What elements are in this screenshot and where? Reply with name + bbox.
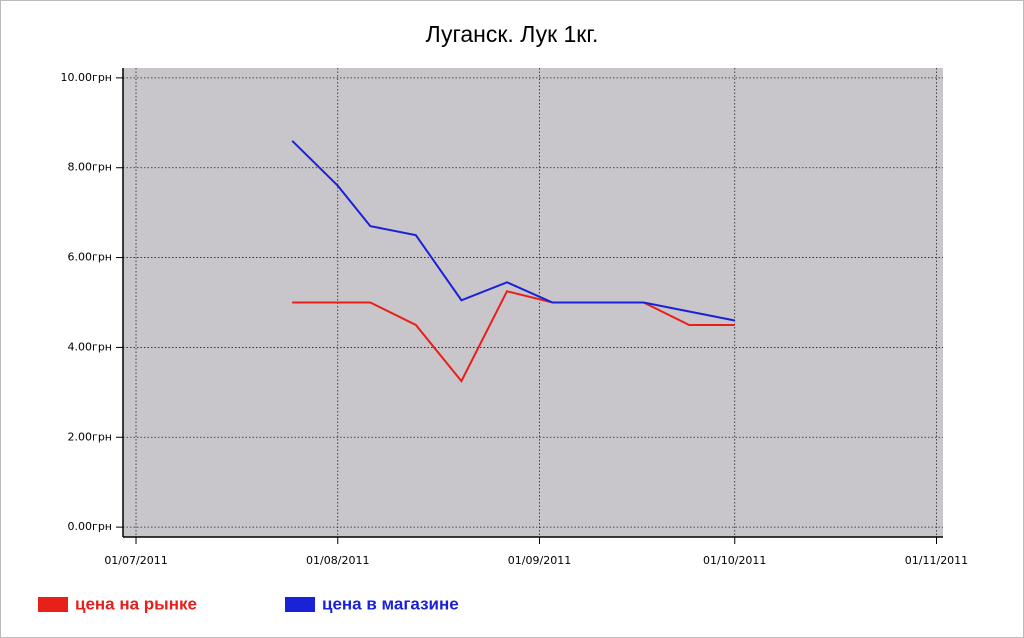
legend-swatch bbox=[38, 597, 68, 612]
plot-area bbox=[123, 68, 943, 537]
y-tick-label: 10.00грн bbox=[61, 71, 112, 84]
x-tick-label: 01/09/2011 bbox=[508, 554, 571, 567]
legend-swatch bbox=[285, 597, 315, 612]
series-line bbox=[291, 140, 735, 322]
x-tick-label: 01/07/2011 bbox=[104, 554, 167, 567]
legend-label: цена в магазине bbox=[322, 594, 459, 613]
y-tick-label: 8.00грн bbox=[68, 161, 112, 174]
series-line bbox=[292, 290, 735, 383]
y-tick-label: 2.00грн bbox=[68, 430, 112, 443]
x-tick-label: 01/08/2011 bbox=[306, 554, 369, 567]
legend-label: цена на рынке bbox=[75, 594, 197, 613]
x-tick-label: 01/11/2011 bbox=[905, 554, 968, 567]
y-tick-label: 4.00грн bbox=[68, 340, 112, 353]
x-tick-label: 01/10/2011 bbox=[703, 554, 766, 567]
chart-title: Луганск. Лук 1кг. bbox=[426, 21, 599, 47]
y-tick-label: 0.00грн bbox=[68, 520, 112, 533]
y-tick-label: 6.00грн bbox=[68, 251, 112, 264]
